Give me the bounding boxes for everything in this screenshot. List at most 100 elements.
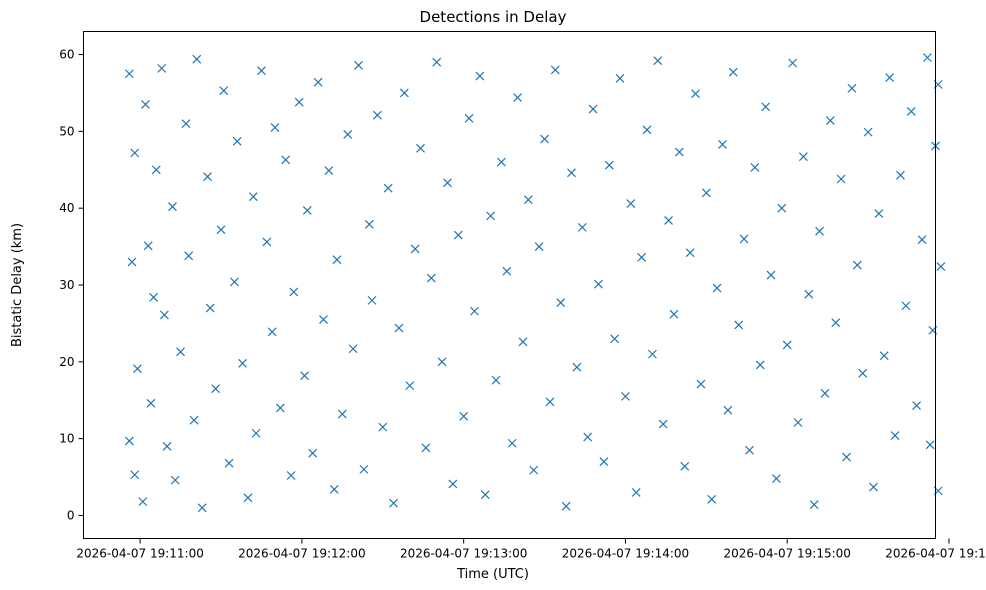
data-point: [631, 487, 641, 497]
data-point: [203, 172, 212, 182]
data-point: [383, 183, 393, 193]
data-point: [745, 445, 754, 455]
data-point: [513, 93, 523, 102]
data-point: [302, 206, 312, 215]
data-point: [459, 411, 469, 421]
data-point: [572, 362, 582, 372]
data-point: [437, 357, 447, 367]
data-point: [270, 123, 280, 132]
data-point: [707, 494, 717, 504]
data-point: [127, 257, 137, 267]
data-point: [885, 73, 895, 83]
y-tick-label: 50: [59, 124, 74, 138]
x-axis: 2026-04-07 19:11:00 2026-04-07 19:12:00 20…: [76, 538, 986, 561]
y-tick-label: 40: [59, 201, 74, 215]
data-point: [701, 188, 711, 198]
data-point: [432, 57, 442, 67]
data-point: [874, 209, 884, 218]
data-point: [825, 116, 835, 126]
data-point: [820, 388, 830, 398]
data-point: [925, 440, 935, 450]
y-axis-label: Bistatic Delay (km): [10, 223, 25, 347]
data-point: [718, 139, 727, 149]
data-point: [141, 100, 150, 109]
data-point: [281, 155, 291, 165]
data-point: [448, 479, 458, 489]
data-point: [755, 360, 765, 370]
data-point: [604, 160, 614, 170]
data-point: [890, 431, 900, 440]
data-point: [410, 244, 420, 254]
data-point: [216, 225, 226, 235]
data-point: [219, 86, 229, 96]
data-point: [211, 384, 221, 394]
data-point: [588, 104, 598, 114]
data-point: [230, 277, 239, 287]
data-point: [238, 358, 248, 368]
data-point: [184, 251, 194, 261]
data-point: [691, 89, 700, 99]
data-point: [680, 461, 690, 471]
data-point: [124, 436, 134, 446]
x-tick-label: 2026-04-07 19:14:00: [562, 547, 689, 561]
data-point: [545, 397, 555, 407]
data-point: [421, 443, 431, 453]
data-point: [257, 66, 266, 76]
data-point: [159, 310, 169, 320]
y-tick-label: 20: [59, 355, 74, 369]
data-point: [610, 334, 620, 344]
data-point: [348, 344, 358, 354]
data-point: [782, 340, 792, 350]
data-point: [599, 457, 609, 467]
data-point: [367, 295, 377, 305]
data-point: [761, 102, 771, 112]
data-point: [181, 119, 191, 129]
data-point: [405, 381, 415, 391]
y-tick-label: 60: [59, 48, 74, 62]
data-point: [443, 178, 452, 188]
data-point: [151, 165, 161, 175]
x-tick-label: 2026-04-07 19:15:00: [723, 547, 850, 561]
data-point: [286, 471, 296, 480]
data-point: [879, 351, 889, 361]
data-point: [243, 493, 253, 503]
data-point: [685, 248, 695, 258]
data-point: [138, 497, 148, 507]
x-axis-label: Time (UTC): [456, 567, 529, 582]
data-point: [453, 230, 463, 240]
data-point: [313, 77, 323, 87]
data-point: [475, 71, 485, 81]
data-point: [416, 143, 425, 153]
data-point: [130, 470, 140, 480]
data-point: [324, 166, 334, 175]
data-point: [343, 130, 353, 139]
data-point: [149, 292, 159, 302]
data-point: [130, 148, 140, 158]
data-point: [248, 192, 258, 202]
data-point: [534, 242, 544, 252]
data-point: [168, 202, 177, 212]
data-point: [267, 327, 277, 337]
data-point: [124, 69, 134, 79]
chart-title: Detections in Delay: [420, 8, 567, 26]
data-point: [378, 422, 388, 432]
data-point: [176, 347, 185, 357]
data-point: [906, 106, 916, 116]
data-point: [132, 364, 142, 374]
data-point: [777, 203, 787, 213]
data-point: [896, 170, 905, 180]
data-point: [728, 67, 738, 77]
data-point: [863, 127, 873, 137]
data-point: [337, 409, 347, 419]
data-point: [205, 303, 215, 313]
data-point: [529, 465, 539, 475]
data-point: [399, 88, 409, 98]
data-point: [332, 255, 342, 265]
data-point: [518, 337, 528, 347]
data-point: [329, 484, 339, 494]
data-point: [567, 168, 576, 178]
data-point: [615, 73, 625, 83]
data-point: [664, 216, 674, 225]
data-point: [319, 315, 328, 324]
